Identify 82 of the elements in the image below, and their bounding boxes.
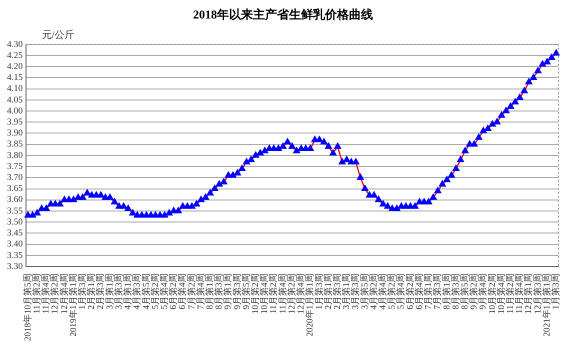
x-tick-label: 2020年1月第1周 xyxy=(304,274,315,336)
x-tick-label: 11月第2周 xyxy=(268,274,278,314)
x-tick-label: 4月第4周 xyxy=(378,274,388,310)
x-tick-label: 10月第2周 xyxy=(486,274,497,314)
y-tick-label: 3.45 xyxy=(7,228,24,238)
x-tick-label: 2021年1月第1周 xyxy=(541,274,552,336)
x-tick-label: 10月第2周 xyxy=(250,274,260,314)
x-tick-label: 8月第5周 xyxy=(459,274,470,310)
x-tick-label: 12月第2周 xyxy=(50,274,60,314)
y-tick-label: 3.35 xyxy=(7,250,24,260)
x-tick-label: 8月第3周 xyxy=(450,274,460,310)
x-tick-label: 9月第1周 xyxy=(222,274,233,310)
x-tick-label: 3月第5周 xyxy=(359,274,370,310)
x-tick-label: 11月第2周 xyxy=(31,274,42,314)
y-tick-label: 3.95 xyxy=(7,116,24,126)
y-tick-label: 3.65 xyxy=(7,183,24,194)
y-tick-label: 3.40 xyxy=(7,238,24,249)
x-tick-label: 2月第1周 xyxy=(322,274,333,310)
x-tick-label: 12月第3周 xyxy=(532,274,542,314)
x-tick-label: 6月第2周 xyxy=(404,274,415,310)
y-tick-label: 3.90 xyxy=(7,128,24,138)
x-tick-label: 4月第3周 xyxy=(132,274,142,310)
y-tick-label: 4.30 xyxy=(7,38,24,49)
x-tick-label: 3月第1周 xyxy=(104,274,114,310)
x-tick-label: 12月第4周 xyxy=(58,274,69,314)
x-tick-label: 9月第4周 xyxy=(478,274,488,310)
x-tick-label: 11月第4周 xyxy=(277,274,288,314)
x-tick-label: 11月第2周 xyxy=(504,274,515,314)
y-axis-title: 元/公斤 xyxy=(42,29,75,42)
y-tick-label: 3.70 xyxy=(7,172,24,182)
x-tick-label: 6月第2周 xyxy=(168,274,178,310)
y-tick-label: 3.80 xyxy=(7,150,24,160)
y-tick-label: 4.25 xyxy=(7,50,24,60)
x-tick-label: 3月第3周 xyxy=(113,274,124,310)
x-tick-label: 11月第4周 xyxy=(40,274,51,314)
y-tick-label: 4.05 xyxy=(7,94,24,104)
x-tick-label: 2018年10月第5周 xyxy=(22,274,32,341)
x-tick-label: 8月第1周 xyxy=(204,274,215,310)
x-tick-label: 5月第4周 xyxy=(158,274,169,310)
x-tick-label: 1月第3周 xyxy=(314,274,324,310)
x-tick-label: 11月第4周 xyxy=(514,274,524,314)
x-tick-label: 2月第3周 xyxy=(95,274,106,310)
x-tick-label: 10月第4周 xyxy=(259,274,270,314)
x-tick-label: 12月第2周 xyxy=(286,274,296,314)
x-tick-label: 2月第3周 xyxy=(332,274,342,310)
x-tick-label: 1月第3周 xyxy=(77,274,88,310)
x-tick-label: 3月第1周 xyxy=(341,274,352,310)
x-tick-label: 7月第3周 xyxy=(432,274,442,310)
x-tick-label: 9月第5周 xyxy=(240,274,251,310)
x-tick-label: 7月第4周 xyxy=(195,274,206,310)
x-tick-label: 12月第1周 xyxy=(523,274,534,314)
x-tick-label: 8月第3周 xyxy=(214,274,224,310)
y-tick-label: 3.50 xyxy=(7,216,24,226)
x-tick-label: 9月第2周 xyxy=(468,274,479,310)
x-tick-label: 6月第4周 xyxy=(414,274,424,310)
x-tick-label: 5月第4周 xyxy=(396,274,406,310)
x-tick-label: 2019年1月第1周 xyxy=(68,274,78,336)
y-tick-label: 3.60 xyxy=(7,194,24,204)
y-tick-label: 4.00 xyxy=(7,105,24,116)
x-tick-label: 5月第2周 xyxy=(150,274,160,310)
x-tick-label: 1月第3周 xyxy=(550,274,561,310)
x-tick-label: 7月第2周 xyxy=(186,274,196,310)
x-tick-label: 10月第4周 xyxy=(496,274,506,314)
y-tick-label: 3.55 xyxy=(7,205,24,216)
y-tick-label: 3.30 xyxy=(7,260,24,271)
x-tick-label: 3月第3周 xyxy=(350,274,360,310)
x-tick-label: 2月第1周 xyxy=(86,274,96,310)
x-tick-label: 9月第3周 xyxy=(232,274,242,310)
x-tick-label: 6月第4周 xyxy=(177,274,188,310)
y-tick-label: 4.20 xyxy=(7,60,24,71)
y-tick-label: 4.15 xyxy=(7,72,24,82)
x-tick-label: 7月第1周 xyxy=(423,274,434,310)
x-tick-label: 8月第1周 xyxy=(441,274,452,310)
x-tick-label: 5月第2周 xyxy=(386,274,397,310)
chart-title: 2018年以来主产省生鲜乳价格曲线 xyxy=(193,7,373,22)
x-tick-label: 12月第4周 xyxy=(296,274,306,314)
y-tick-label: 3.85 xyxy=(7,138,24,149)
y-tick-label: 4.10 xyxy=(7,83,24,94)
x-tick-label: 4月第5周 xyxy=(140,274,151,310)
y-tick-label: 3.75 xyxy=(7,160,24,171)
x-tick-label: 4月第1周 xyxy=(122,274,133,310)
x-tick-label: 4月第2周 xyxy=(368,274,378,310)
